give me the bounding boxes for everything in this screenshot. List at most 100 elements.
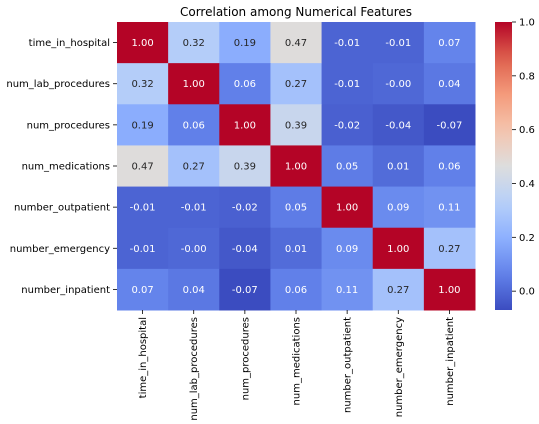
- heatmap-cell: [372, 186, 425, 229]
- cell-value-label: 0.09: [336, 244, 358, 255]
- cell-value-label: 0.19: [131, 120, 153, 131]
- cell-value-label: 1.00: [285, 162, 307, 173]
- cell-value-label: 1.00: [183, 79, 205, 90]
- colorbar-ticks: 0.0 0.2 0.4 0.6 0.8 1.0: [512, 18, 535, 298]
- heatmap-cell: [219, 268, 271, 311]
- heatmap-cell: [372, 22, 425, 64]
- cell-value-label: 1.00: [387, 244, 409, 255]
- heatmap-cell: [423, 145, 476, 188]
- cell-value-label: 0.47: [285, 38, 307, 49]
- cell-value-label: 0.07: [438, 38, 460, 49]
- heatmap-cell: [117, 186, 169, 229]
- colorbar-tick-label: 0.4: [519, 179, 535, 190]
- heatmap-cell: [168, 268, 220, 311]
- cell-value-label: 0.19: [234, 38, 256, 49]
- heatmap-cell: [117, 22, 169, 64]
- row-tick-label: number_outpatient: [14, 203, 110, 214]
- heatmap-cell: [168, 22, 220, 64]
- heatmap-cell: [168, 104, 220, 146]
- heatmap-cell: [117, 63, 169, 105]
- cell-value-label: 0.04: [438, 79, 460, 90]
- row-tick-label: number_emergency: [10, 244, 110, 255]
- cell-value-label: 0.27: [387, 285, 409, 296]
- cell-value-label: -0.04: [385, 120, 411, 131]
- cell-value-label: 0.06: [183, 120, 205, 131]
- cell-value-label: 0.39: [234, 162, 256, 173]
- col-tick-label: number_inpatient: [445, 317, 456, 406]
- row-tick-label: num_lab_procedures: [6, 79, 110, 90]
- col-tick-label: num_lab_procedures: [189, 317, 200, 421]
- heatmap-cell: [423, 268, 476, 311]
- heatmap-cell: [321, 22, 374, 64]
- heatmap-cell: [423, 22, 476, 64]
- col-tick-label: num_procedures: [240, 317, 251, 400]
- cell-value-label: -0.02: [334, 120, 360, 131]
- col-tick-label: time_in_hospital: [138, 317, 149, 398]
- cell-value-label: -0.01: [385, 38, 411, 49]
- heatmap-cell: [219, 63, 271, 105]
- heatmap-cell: [270, 268, 323, 311]
- cell-value-label: 0.05: [336, 162, 358, 173]
- cell-value-label: -0.07: [436, 120, 462, 131]
- cell-value-label: -0.02: [232, 203, 258, 214]
- heatmap-cell: [219, 145, 271, 188]
- cell-value-label: 0.27: [285, 79, 307, 90]
- cell-value-label: 1.00: [131, 38, 153, 49]
- cell-value-label: -0.01: [181, 203, 207, 214]
- row-tick-labels: time_in_hospital num_lab_procedures num_pr…: [6, 38, 117, 296]
- heatmap-cell: [321, 63, 374, 105]
- colorbar-gradient: [495, 22, 512, 310]
- row-tick-label: num_medications: [22, 162, 110, 173]
- colorbar: 0.0 0.2 0.4 0.6 0.8 1.0: [495, 18, 535, 310]
- col-tick-labels: time_in_hospital num_lab_procedures num_pr…: [138, 310, 456, 421]
- cell-value-label: 0.05: [285, 203, 307, 214]
- heatmap-cell: [168, 227, 220, 270]
- colorbar-tick-label: 0.0: [519, 287, 535, 298]
- cell-value-label: 0.04: [183, 285, 205, 296]
- heatmap-cell: [168, 145, 220, 188]
- heatmap-cell: [219, 186, 271, 229]
- cell-value-label: 0.32: [183, 38, 205, 49]
- heatmap-cell: [372, 227, 425, 270]
- heatmap-cell: [321, 227, 374, 270]
- cell-value-label: -0.01: [334, 38, 360, 49]
- cell-value-label: -0.04: [232, 244, 258, 255]
- heatmap-cell: [372, 268, 425, 311]
- heatmap-cell: [423, 104, 476, 146]
- col-tick-label: number_emergency: [394, 317, 405, 417]
- heatmap-cell: [423, 227, 476, 270]
- cell-value-label: 1.00: [234, 120, 256, 131]
- cell-value-label: -0.00: [385, 79, 411, 90]
- cell-value-label: -0.00: [181, 244, 207, 255]
- heatmap-cell: [321, 104, 374, 146]
- colorbar-tick-label: 1.0: [519, 18, 535, 29]
- colorbar-tick-label: 0.2: [519, 233, 535, 244]
- heatmap-cell: [270, 145, 323, 188]
- heatmap-cell: [321, 268, 374, 311]
- heatmap-cell: [372, 63, 425, 105]
- heatmap-cell: [219, 22, 271, 64]
- heatmap-cell: [168, 186, 220, 229]
- heatmap-cell: [168, 63, 220, 105]
- heatmap-cell: [219, 227, 271, 270]
- cell-value-label: -0.01: [334, 79, 360, 90]
- heatmap-cell: [117, 227, 169, 270]
- cell-value-label: 0.01: [285, 244, 307, 255]
- cell-value-label: -0.01: [130, 203, 156, 214]
- col-tick-label: number_outpatient: [343, 317, 354, 413]
- heatmap-cell: [270, 104, 323, 146]
- row-tick-label: time_in_hospital: [29, 38, 110, 49]
- cell-value-label: 0.39: [285, 120, 307, 131]
- cell-value-label: 0.47: [131, 162, 153, 173]
- cell-value-label: 1.00: [438, 285, 460, 296]
- heatmap-cell: [270, 63, 323, 105]
- cell-value-label: 0.09: [387, 203, 409, 214]
- heatmap-cell: [321, 186, 374, 229]
- cell-value-label: 1.00: [336, 203, 358, 214]
- heatmap-cell: [321, 145, 374, 188]
- cell-value-label: 0.11: [438, 203, 460, 214]
- colorbar-tick-label: 0.8: [519, 71, 535, 82]
- cell-value-label: 0.32: [131, 79, 153, 90]
- row-tick-label: number_inpatient: [21, 285, 110, 296]
- heatmap-cells: 1.00 0.32 0.19 0.47 -0.01 -0.01 0.07 0.32 1.00 0.…: [117, 22, 476, 311]
